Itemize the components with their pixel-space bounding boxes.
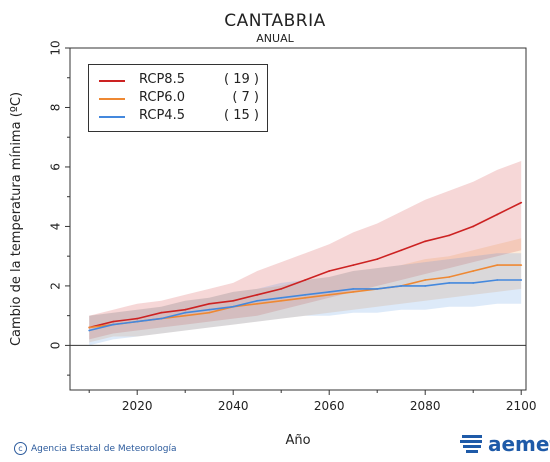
y-tick-label: 0 [49,342,63,350]
point-rcp45 [400,285,403,287]
point-rcp85 [304,279,307,281]
y-tick-label: 10 [49,40,63,55]
chart-subtitle: ANUAL [256,32,294,45]
point-rcp85 [424,240,427,243]
y-axis-label: Cambio de la temperatura mínima (ºC) [9,92,24,346]
legend: RCP8.5 ( 19 ) RCP6.0 ( 7 ) RCP4.5 ( 15 ) [88,64,268,132]
point-rcp85 [136,317,139,320]
logo-text: aemet [488,432,550,456]
point-rcp60 [304,296,307,299]
point-rcp85 [280,287,283,290]
point-rcp45 [496,279,499,281]
copyright-icon: c [14,442,27,455]
x-axis-label: Año [285,433,310,448]
point-rcp85 [112,320,115,323]
band-rcp60 [89,238,522,343]
chart-title: CANTABRIA [224,11,326,31]
legend-count: ( 19 ) [224,72,259,87]
point-rcp60 [520,264,523,266]
point-rcp60 [280,299,283,302]
band-rcp45 [89,253,522,346]
band-rcp85 [89,161,522,340]
point-rcp60 [448,276,451,278]
point-rcp45 [448,282,451,284]
legend-item-rcp85: RCP8.5 ( 19 ) [89,72,267,90]
aemet-logo: aemet [460,430,550,458]
point-rcp45 [160,317,163,320]
plot-frame [69,47,527,391]
point-rcp85 [496,213,499,216]
y-tick-label: 8 [49,104,63,112]
x-tick-label: 2040 [218,399,249,413]
point-rcp85 [520,201,523,204]
point-rcp60 [424,279,427,281]
point-rcp85 [400,249,403,252]
point-rcp85 [448,234,451,237]
point-rcp85 [160,311,163,314]
point-rcp85 [472,225,475,228]
y-tick-label: 2 [49,282,63,290]
legend-label: RCP6.0 [139,90,185,105]
point-rcp60 [208,311,211,314]
x-tick-label: 2060 [314,399,345,413]
y-tick-label: 6 [49,163,63,171]
point-rcp85 [232,299,235,302]
x-tick-label: 2020 [122,399,153,413]
point-rcp85 [256,293,259,296]
point-rcp85 [184,308,187,311]
footer-text: Agencia Estatal de Meteorología [31,444,177,454]
point-rcp45 [424,285,427,287]
point-rcp45 [280,296,283,299]
point-rcp60 [328,293,331,296]
legend-item-rcp60: RCP6.0 ( 7 ) [89,90,267,108]
legend-count: ( 7 ) [232,90,259,105]
point-rcp45 [256,299,259,302]
point-rcp45 [520,279,523,281]
point-rcp45 [88,329,91,332]
point-rcp85 [352,264,355,266]
legend-item-rcp45: RCP4.5 ( 15 ) [89,108,267,126]
point-rcp85 [376,258,379,261]
point-rcp85 [328,270,331,272]
point-rcp45 [352,287,355,290]
point-rcp60 [496,264,499,266]
point-rcp60 [88,326,91,329]
point-rcp60 [184,314,187,317]
point-rcp85 [208,302,211,305]
point-rcp45 [376,287,379,290]
point-rcp60 [352,290,355,293]
point-rcp60 [256,302,259,305]
legend-count: ( 15 ) [224,108,259,123]
point-rcp45 [472,282,475,284]
point-rcp45 [232,305,235,308]
point-rcp45 [328,290,331,293]
point-rcp60 [472,270,475,272]
aemet-logo-icon [460,435,482,453]
y-tick-label: 4 [49,223,63,231]
point-rcp45 [136,320,139,323]
legend-swatch-rcp60 [99,98,125,100]
legend-swatch-rcp85 [99,80,125,82]
legend-swatch-rcp45 [99,116,125,118]
x-tick-label: 2100 [506,399,537,413]
point-rcp45 [304,293,307,296]
point-rcp45 [184,311,187,314]
legend-label: RCP8.5 [139,72,185,87]
x-tick-label: 2080 [410,399,441,413]
footer-credit: c Agencia Estatal de Meteorología [14,442,177,455]
point-rcp45 [208,308,211,311]
legend-label: RCP4.5 [139,108,185,123]
point-rcp45 [112,323,115,326]
